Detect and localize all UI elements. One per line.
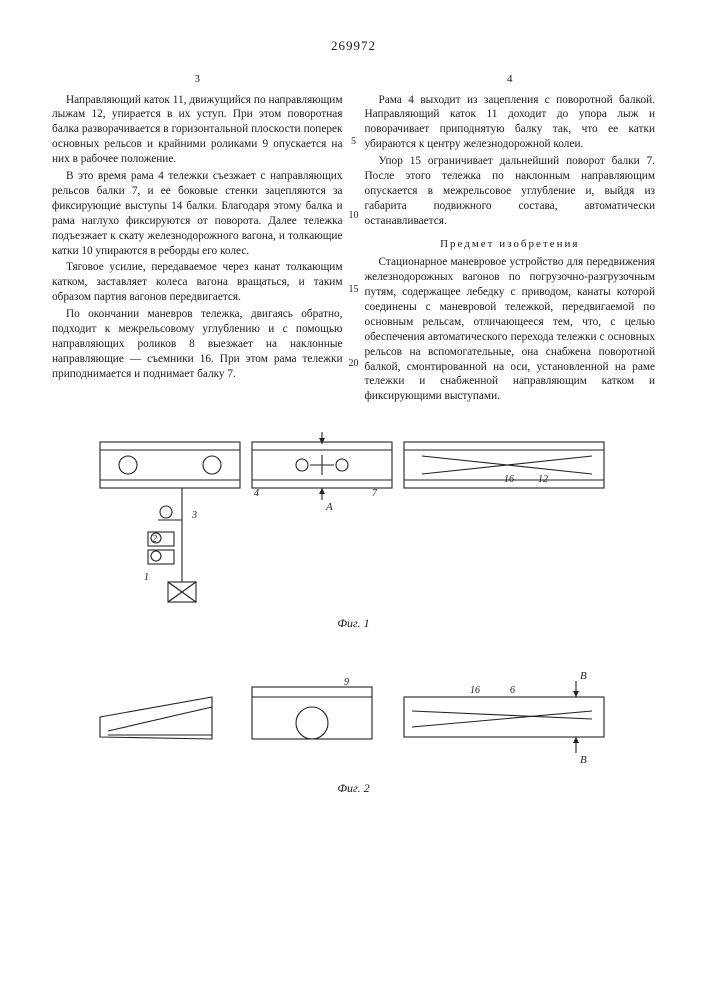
svg-text:4: 4 bbox=[254, 488, 259, 499]
svg-text:В: В bbox=[580, 670, 587, 682]
svg-text:9: 9 bbox=[344, 677, 349, 688]
section-title: Предмет изобретения bbox=[365, 237, 656, 252]
para: По окончании маневров тележка, двигаясь … bbox=[52, 307, 343, 382]
para: Направляющий каток 11, движущийся по нап… bbox=[52, 93, 343, 168]
right-column: 4 Рама 4 выходит из зацепления с поворот… bbox=[365, 72, 656, 406]
para: Упор 15 ограничивает дальнейший поворот … bbox=[365, 154, 656, 229]
para: Стационарное маневровое устройство для п… bbox=[365, 255, 656, 404]
right-col-head: 4 bbox=[365, 72, 656, 87]
figure-1-label: Фиг. 1 bbox=[52, 616, 655, 631]
svg-text:В: В bbox=[580, 754, 587, 766]
svg-text:6: 6 bbox=[510, 685, 515, 696]
svg-text:2: 2 bbox=[152, 534, 157, 545]
svg-text:7: 7 bbox=[372, 488, 378, 499]
figure-2: 9 16 6 В В Фиг. 2 bbox=[52, 657, 655, 796]
svg-text:А: А bbox=[325, 501, 333, 513]
svg-text:1: 1 bbox=[144, 572, 149, 583]
svg-text:16: 16 bbox=[504, 474, 514, 485]
left-col-head: 3 bbox=[52, 72, 343, 87]
svg-text:3: 3 bbox=[191, 510, 197, 521]
para: Тяговое усилие, передаваемое через канат… bbox=[52, 260, 343, 305]
para: В это время рама 4 тележки съезжает с на… bbox=[52, 169, 343, 258]
figure-2-label: Фиг. 2 bbox=[52, 781, 655, 796]
svg-text:16: 16 bbox=[470, 685, 480, 696]
text-columns: 3 Направляющий каток 11, движущийся по н… bbox=[52, 72, 655, 406]
figure-1: А А 4 7 16 12 3 2 1 Фиг. 1 bbox=[52, 432, 655, 631]
left-column: 3 Направляющий каток 11, движущийся по н… bbox=[52, 72, 343, 406]
para: Рама 4 выходит из зацепления с поворотно… bbox=[365, 93, 656, 153]
doc-number: 269972 bbox=[52, 38, 655, 54]
svg-text:12: 12 bbox=[538, 474, 548, 485]
svg-text:А: А bbox=[325, 432, 333, 433]
